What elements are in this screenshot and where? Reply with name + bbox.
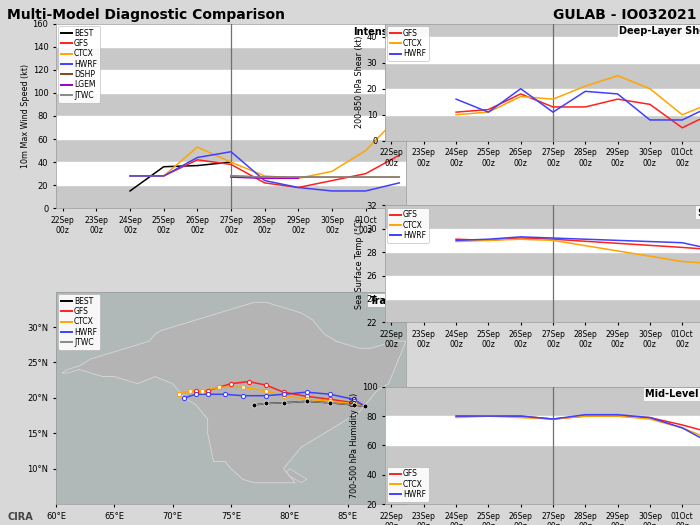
Text: CIRA: CIRA <box>7 512 33 522</box>
Legend: GFS, CTCX, HWRF: GFS, CTCX, HWRF <box>387 26 428 61</box>
Text: Track: Track <box>370 296 399 306</box>
Text: Multi-Model Diagnostic Comparison: Multi-Model Diagnostic Comparison <box>7 8 285 22</box>
Bar <box>385 89 700 115</box>
Bar <box>56 162 406 185</box>
Text: Mid-Level RH: Mid-Level RH <box>645 389 700 399</box>
Bar <box>385 416 700 445</box>
Y-axis label: 200-850 hPa Shear (kt): 200-850 hPa Shear (kt) <box>355 36 364 129</box>
Text: Intensity: Intensity <box>354 27 402 37</box>
Legend: BEST, GFS, CTCX, HWRF, JTWC: BEST, GFS, CTCX, HWRF, JTWC <box>58 294 99 350</box>
Bar <box>56 70 406 93</box>
Legend: GFS, CTCX, HWRF: GFS, CTCX, HWRF <box>387 207 428 243</box>
Polygon shape <box>62 302 406 483</box>
Y-axis label: Sea Surface Temp (°C): Sea Surface Temp (°C) <box>355 218 364 309</box>
Legend: BEST, GFS, CTCX, HWRF, DSHP, LGEM, JTWC: BEST, GFS, CTCX, HWRF, DSHP, LGEM, JTWC <box>58 26 99 102</box>
Y-axis label: 10m Max Wind Speed (kt): 10m Max Wind Speed (kt) <box>21 64 29 168</box>
Bar <box>56 116 406 139</box>
Legend: GFS, CTCX, HWRF: GFS, CTCX, HWRF <box>387 467 428 502</box>
Polygon shape <box>287 469 307 483</box>
Bar <box>56 24 406 47</box>
Text: Deep-Layer Shear: Deep-Layer Shear <box>620 26 700 36</box>
Bar <box>385 37 700 62</box>
Y-axis label: 700-500 hPa Humidity (%): 700-500 hPa Humidity (%) <box>350 393 359 498</box>
Bar <box>385 276 700 299</box>
Text: SST: SST <box>697 207 700 217</box>
Text: GULAB - IO032021: GULAB - IO032021 <box>553 8 696 22</box>
Bar <box>385 229 700 252</box>
